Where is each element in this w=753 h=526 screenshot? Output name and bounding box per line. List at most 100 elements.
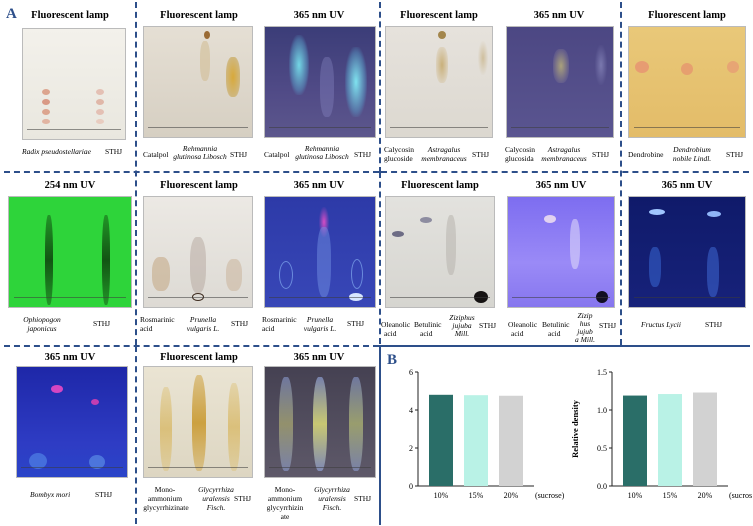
label-r1p3-d: STHJ (354, 150, 372, 159)
label-r3p3-b: ammonium (267, 494, 303, 503)
header-r2p1: 254 nm UV (44, 180, 96, 191)
label-r2p5-f: hus (579, 319, 591, 328)
label-r2p2-b: acid (140, 324, 153, 333)
label-r1p5-e: STHJ (592, 150, 610, 159)
label-r1p4-a: Calycosin (384, 145, 414, 154)
header-r2p4: Fluorescent lamp (401, 180, 479, 191)
label-r1p6-c: nobile Lindl. (672, 154, 712, 163)
label-r1p2-d: STHJ (230, 150, 248, 159)
label-r3p3-f: uralensis (318, 494, 346, 503)
tlc-plate-r1p2 (143, 26, 253, 138)
label-r3p3-d: ate (280, 512, 290, 521)
density-bar-1 (658, 394, 682, 486)
label-r2p4-c: Betulinic (414, 320, 442, 329)
label-r3p2-c: glycyrrhizinate (143, 503, 189, 512)
density-y-tick-label-1: 0.5 (597, 444, 607, 453)
label-r2p6-b: STHJ (705, 320, 723, 329)
tlc-plate-r1p4 (385, 26, 493, 138)
density-y-tick-label-2: 1.0 (597, 406, 607, 415)
label-r2p3-d: vulgaris L. (303, 324, 337, 333)
label-r2p2-c: Prunella (189, 315, 217, 324)
label-r2p3-b: acid (262, 324, 275, 333)
label-r1p1-b: STHJ (105, 147, 123, 156)
label-r2p5-c: Betulinic (542, 320, 570, 329)
chart-relative-density: Relative density 0.0 0.5 1.0 1.5 10% 15% 20% (su… (570, 368, 752, 500)
header-r2p2: Fluorescent lamp (160, 180, 238, 191)
label-r2p5-h: a Mill. (575, 335, 595, 344)
label-r2p4-d: acid (420, 329, 433, 338)
divider-h2 (4, 345, 379, 347)
label-r1p5-a: Calycosin (505, 145, 535, 154)
density-bar-2 (693, 392, 717, 486)
label-r1p3-b: Rehmannia (304, 144, 340, 153)
label-r2p5-b: acid (511, 329, 524, 338)
label-r1p3-a: Catalpol (264, 150, 290, 159)
label-r2p4-a: Oleanolic (381, 320, 411, 329)
tlc-plate-r1p5 (506, 26, 614, 138)
label-r3p3-h: STHJ (354, 494, 372, 503)
divider-v4 (620, 2, 622, 345)
label-r2p3-a: Rosmarinic (262, 315, 297, 324)
ph-y-axis-title: PH (384, 423, 386, 435)
label-r1p6-a: Dendrobine (628, 150, 664, 159)
label-r3p3-a: Mono- (274, 485, 296, 494)
header-r2p5: 365 nm UV (535, 180, 587, 191)
tlc-plate-r3p2 (143, 366, 253, 478)
header-r1p6: Fluorescent lamp (648, 10, 726, 21)
label-r3p3-c: glycyrrhizin (266, 503, 304, 512)
label-r2p2-a: Rosmarinic (140, 315, 175, 324)
density-bar-0 (623, 395, 647, 486)
label-r3p3-e: Glycyrrhiza (314, 485, 350, 494)
tlc-plate-r2p3 (264, 196, 376, 308)
panel-label-a: A (6, 6, 17, 22)
label-r2p2-e: STHJ (231, 319, 249, 328)
ph-x-axis-title: (sucrose) (535, 491, 564, 500)
density-x-tick-label-0: 10% (628, 491, 643, 500)
label-r3p1-a: Bombyx mori (30, 490, 71, 499)
header-r1p4: Fluorescent lamp (400, 10, 478, 21)
label-r2p1-c: STHJ (93, 319, 111, 328)
header-r3p1: 365 nm UV (44, 352, 96, 363)
label-r1p5-c: Astragalus (547, 145, 581, 154)
ph-bar-1 (464, 395, 488, 486)
label-r1p5-b: glucosida (505, 154, 534, 163)
density-x-tick-label-1: 15% (663, 491, 678, 500)
chart-ph: PH 0 2 4 6 10% 15% 20% (sucrose) (384, 368, 564, 500)
label-r2p4-b: acid (384, 329, 397, 338)
density-y-tick-label-0: 0.0 (597, 482, 607, 491)
header-r1p2: Fluorescent lamp (160, 10, 238, 21)
header-r2p6: 365 nm UV (661, 180, 713, 191)
label-r3p2-g: STHJ (234, 494, 252, 503)
ph-y-tick-label-2: 4 (409, 406, 413, 415)
label-r1p4-e: STHJ (472, 150, 490, 159)
ph-x-tick-label-1: 15% (469, 491, 484, 500)
label-r1p6-b: Dendrobium (673, 145, 711, 154)
label-r1p3-c: glutinosa Libosch (295, 152, 349, 161)
header-r3p2: Fluorescent lamp (160, 352, 238, 363)
label-r1p2-a: Catalpol (143, 150, 169, 159)
label-r2p1-a: Ophiopogon (23, 315, 61, 324)
tlc-plate-r3p3 (264, 366, 376, 478)
density-x-tick-label-2: 20% (698, 491, 713, 500)
header-r2p3: 365 nm UV (293, 180, 345, 191)
header-r1p3: 365 nm UV (293, 10, 345, 21)
ph-bar-0 (429, 394, 453, 486)
tlc-plate-r1p3 (264, 26, 376, 138)
label-r1p1-a: Radix pseudostellariae (22, 147, 91, 156)
label-r1p4-c: Astragalus (427, 145, 461, 154)
label-r2p5-g: jujub (577, 327, 593, 336)
divider-b-vertical (379, 345, 381, 525)
label-r3p1-b: STHJ (95, 490, 113, 499)
density-x-axis-title: (sucrose) (729, 491, 752, 500)
label-r2p4-e: Ziziphus (449, 313, 475, 322)
divider-v5 (135, 346, 137, 524)
ph-x-tick-label-0: 10% (434, 491, 449, 500)
label-r1p4-b: glucoside (384, 154, 413, 163)
label-r2p4-g: Mill. (454, 329, 470, 338)
label-r1p2-b: Rehmannia (182, 144, 218, 153)
tlc-plate-r1p1 (22, 28, 126, 140)
tlc-plate-r2p2 (143, 196, 253, 308)
label-r2p4-f: jujuba (452, 321, 472, 330)
ph-y-tick-label-0: 0 (409, 482, 413, 491)
tlc-plate-r2p1 (8, 196, 132, 308)
